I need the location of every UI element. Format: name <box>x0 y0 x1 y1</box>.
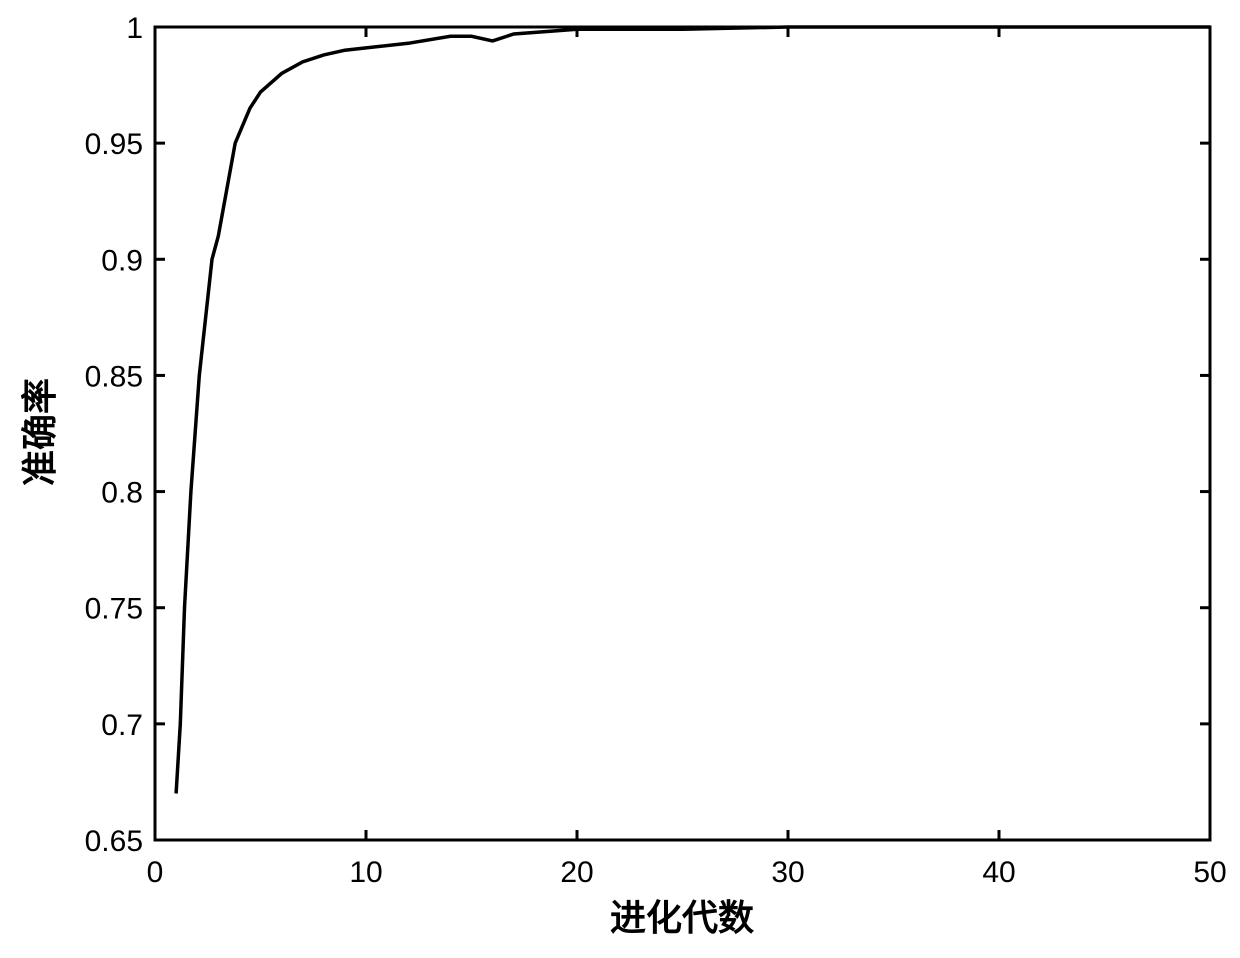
y-tick-label: 1 <box>126 12 143 45</box>
y-tick-label: 0.8 <box>101 477 143 510</box>
x-axis-label: 进化代数 <box>610 897 754 938</box>
y-tick-label: 0.95 <box>85 128 143 161</box>
x-tick-label: 0 <box>147 856 164 889</box>
plot-area <box>155 27 1210 840</box>
y-axis-label: 准确率 <box>19 378 60 486</box>
x-tick-label: 30 <box>771 856 804 889</box>
y-tick-label: 0.7 <box>101 709 143 742</box>
y-tick-label: 0.9 <box>101 244 143 277</box>
y-tick-label: 0.85 <box>85 360 143 393</box>
x-tick-label: 50 <box>1193 856 1226 889</box>
y-tick-label: 0.75 <box>85 593 143 626</box>
x-tick-label: 20 <box>560 856 593 889</box>
y-tick-label: 0.65 <box>85 825 143 858</box>
x-tick-label: 10 <box>349 856 382 889</box>
x-tick-label: 40 <box>982 856 1015 889</box>
chart: 0 10 20 30 40 50 0.65 0.7 0.75 0.8 0.85 0.9 0.95 1 进… <box>0 0 1240 953</box>
